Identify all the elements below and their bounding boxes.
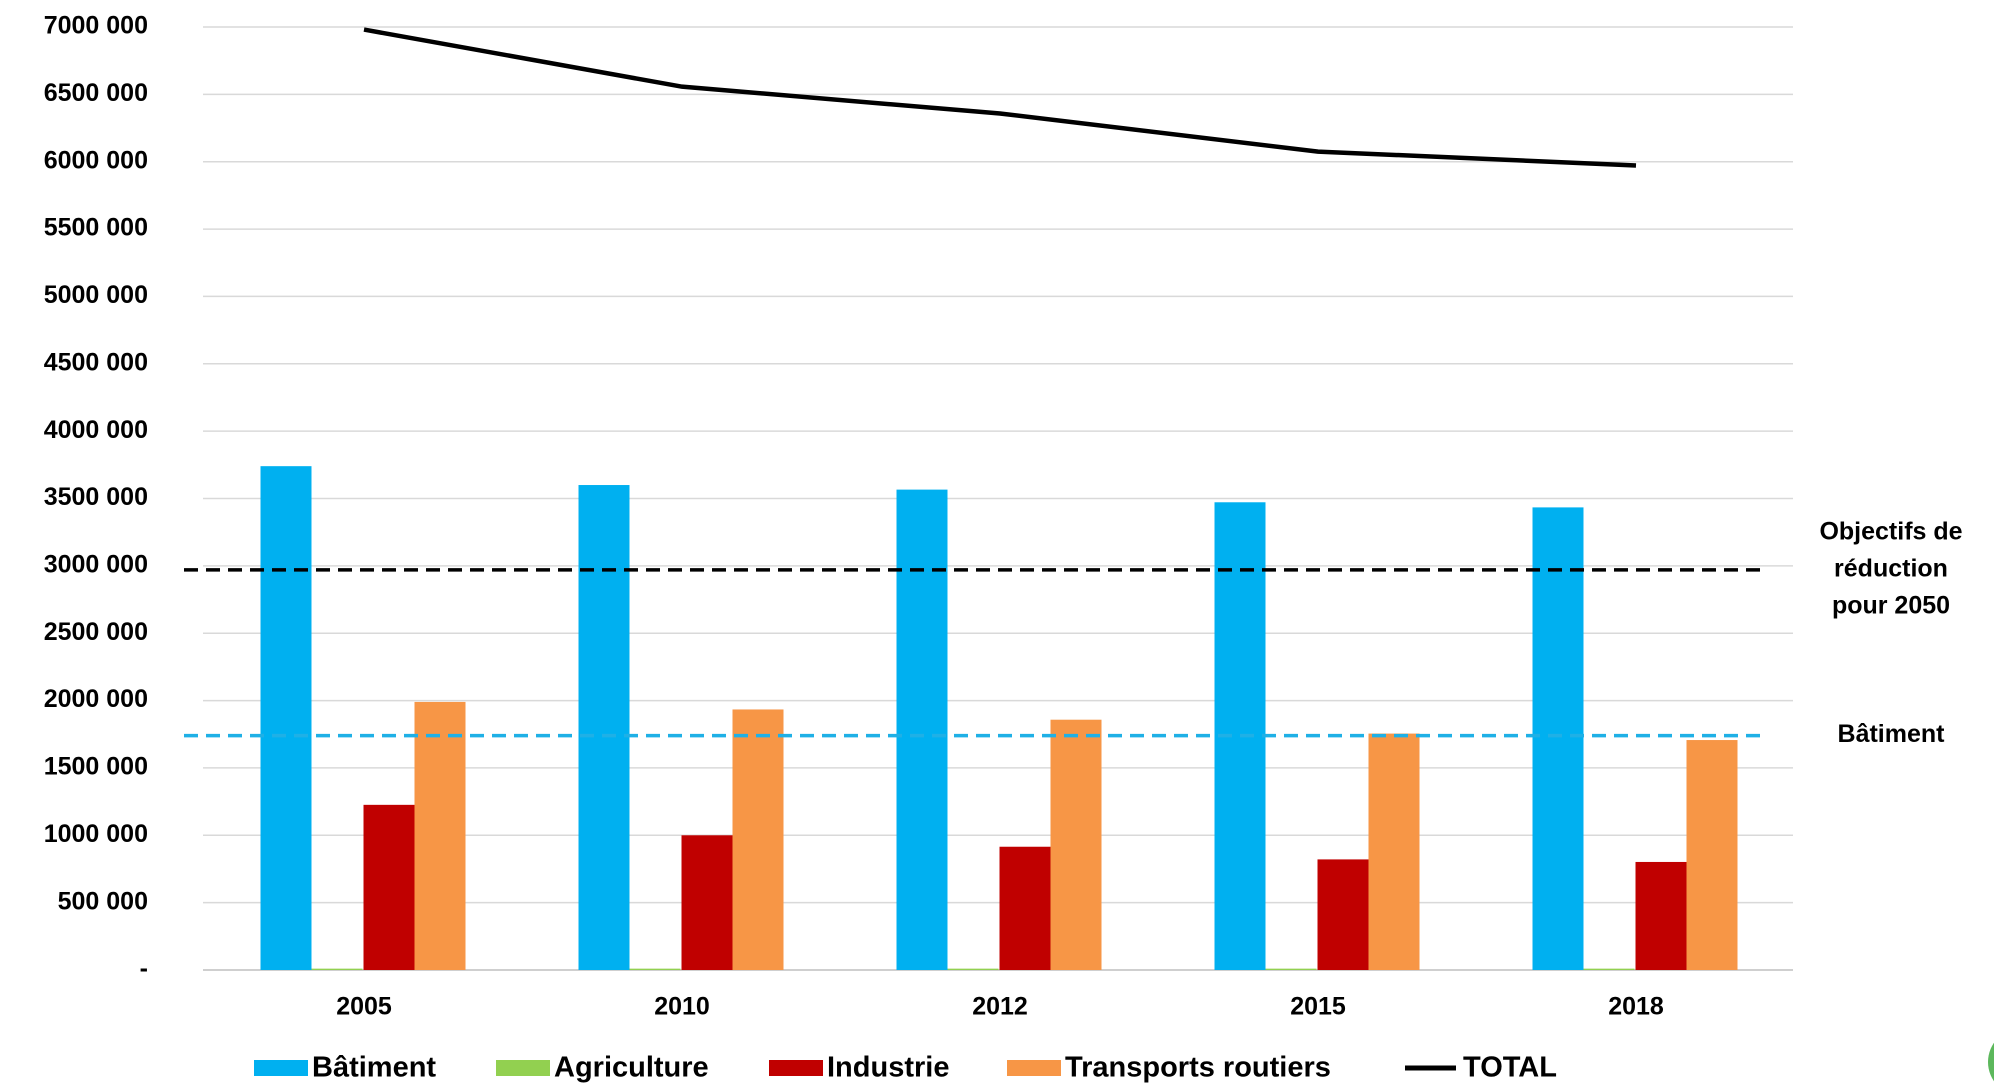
y-tick-label: 1500 000 [44,753,148,781]
x-tick-label: 2012 [972,993,1028,1021]
x-tick-label: 2010 [654,993,710,1021]
bar [947,968,999,970]
bar [578,485,630,970]
legend-swatch [769,1060,823,1076]
bar [1635,861,1687,970]
reference-label: Objectifs de [1819,518,1962,546]
x-tick-label: 2005 [336,993,392,1021]
bar [999,846,1051,970]
y-tick-label: 5500 000 [44,214,148,242]
bar [629,968,681,970]
y-tick-label: 1000 000 [44,820,148,848]
bar [311,968,363,970]
y-tick-label: - [140,955,148,983]
bar [896,489,948,970]
y-tick-label: 2500 000 [44,618,148,646]
legend-label: Industrie [827,1052,949,1084]
y-tick-label: 6500 000 [44,79,148,107]
y-tick-label: 4000 000 [44,416,148,444]
y-tick-label: 5000 000 [44,281,148,309]
bar [1368,733,1420,970]
bar [732,709,784,970]
y-tick-label: 4500 000 [44,348,148,376]
legend-swatch [1007,1060,1061,1076]
bar [1532,507,1584,970]
y-tick-label: 2000 000 [44,685,148,713]
y-tick-label: 3500 000 [44,483,148,511]
legend-swatch [254,1060,308,1076]
line-series [363,27,1637,168]
reference-label: réduction [1834,555,1948,583]
reference-label: pour 2050 [1832,592,1950,620]
bar [1583,968,1635,970]
y-tick-label: 6000 000 [44,146,148,174]
bar [1317,859,1369,970]
reference-label: Bâtiment [1838,720,1946,748]
x-tick-label: 2015 [1290,993,1346,1021]
bar [1686,740,1738,970]
legend-label: Transports routiers [1065,1052,1331,1084]
bar [1050,719,1102,970]
y-tick-label: 500 000 [58,887,148,915]
legend-label: Bâtiment [312,1052,436,1084]
bar [363,804,415,970]
legend-label: TOTAL [1463,1052,1557,1084]
bar [1265,968,1317,970]
y-tick-label: 7000 000 [44,12,148,40]
legend-swatch [496,1060,550,1076]
x-tick-label: 2018 [1608,993,1664,1021]
bar [260,466,312,970]
y-tick-label: 3000 000 [44,550,148,578]
bar [414,701,466,970]
legend-label: Agriculture [554,1052,709,1084]
bar [681,835,733,970]
logo-fragment [1988,1042,1994,1082]
